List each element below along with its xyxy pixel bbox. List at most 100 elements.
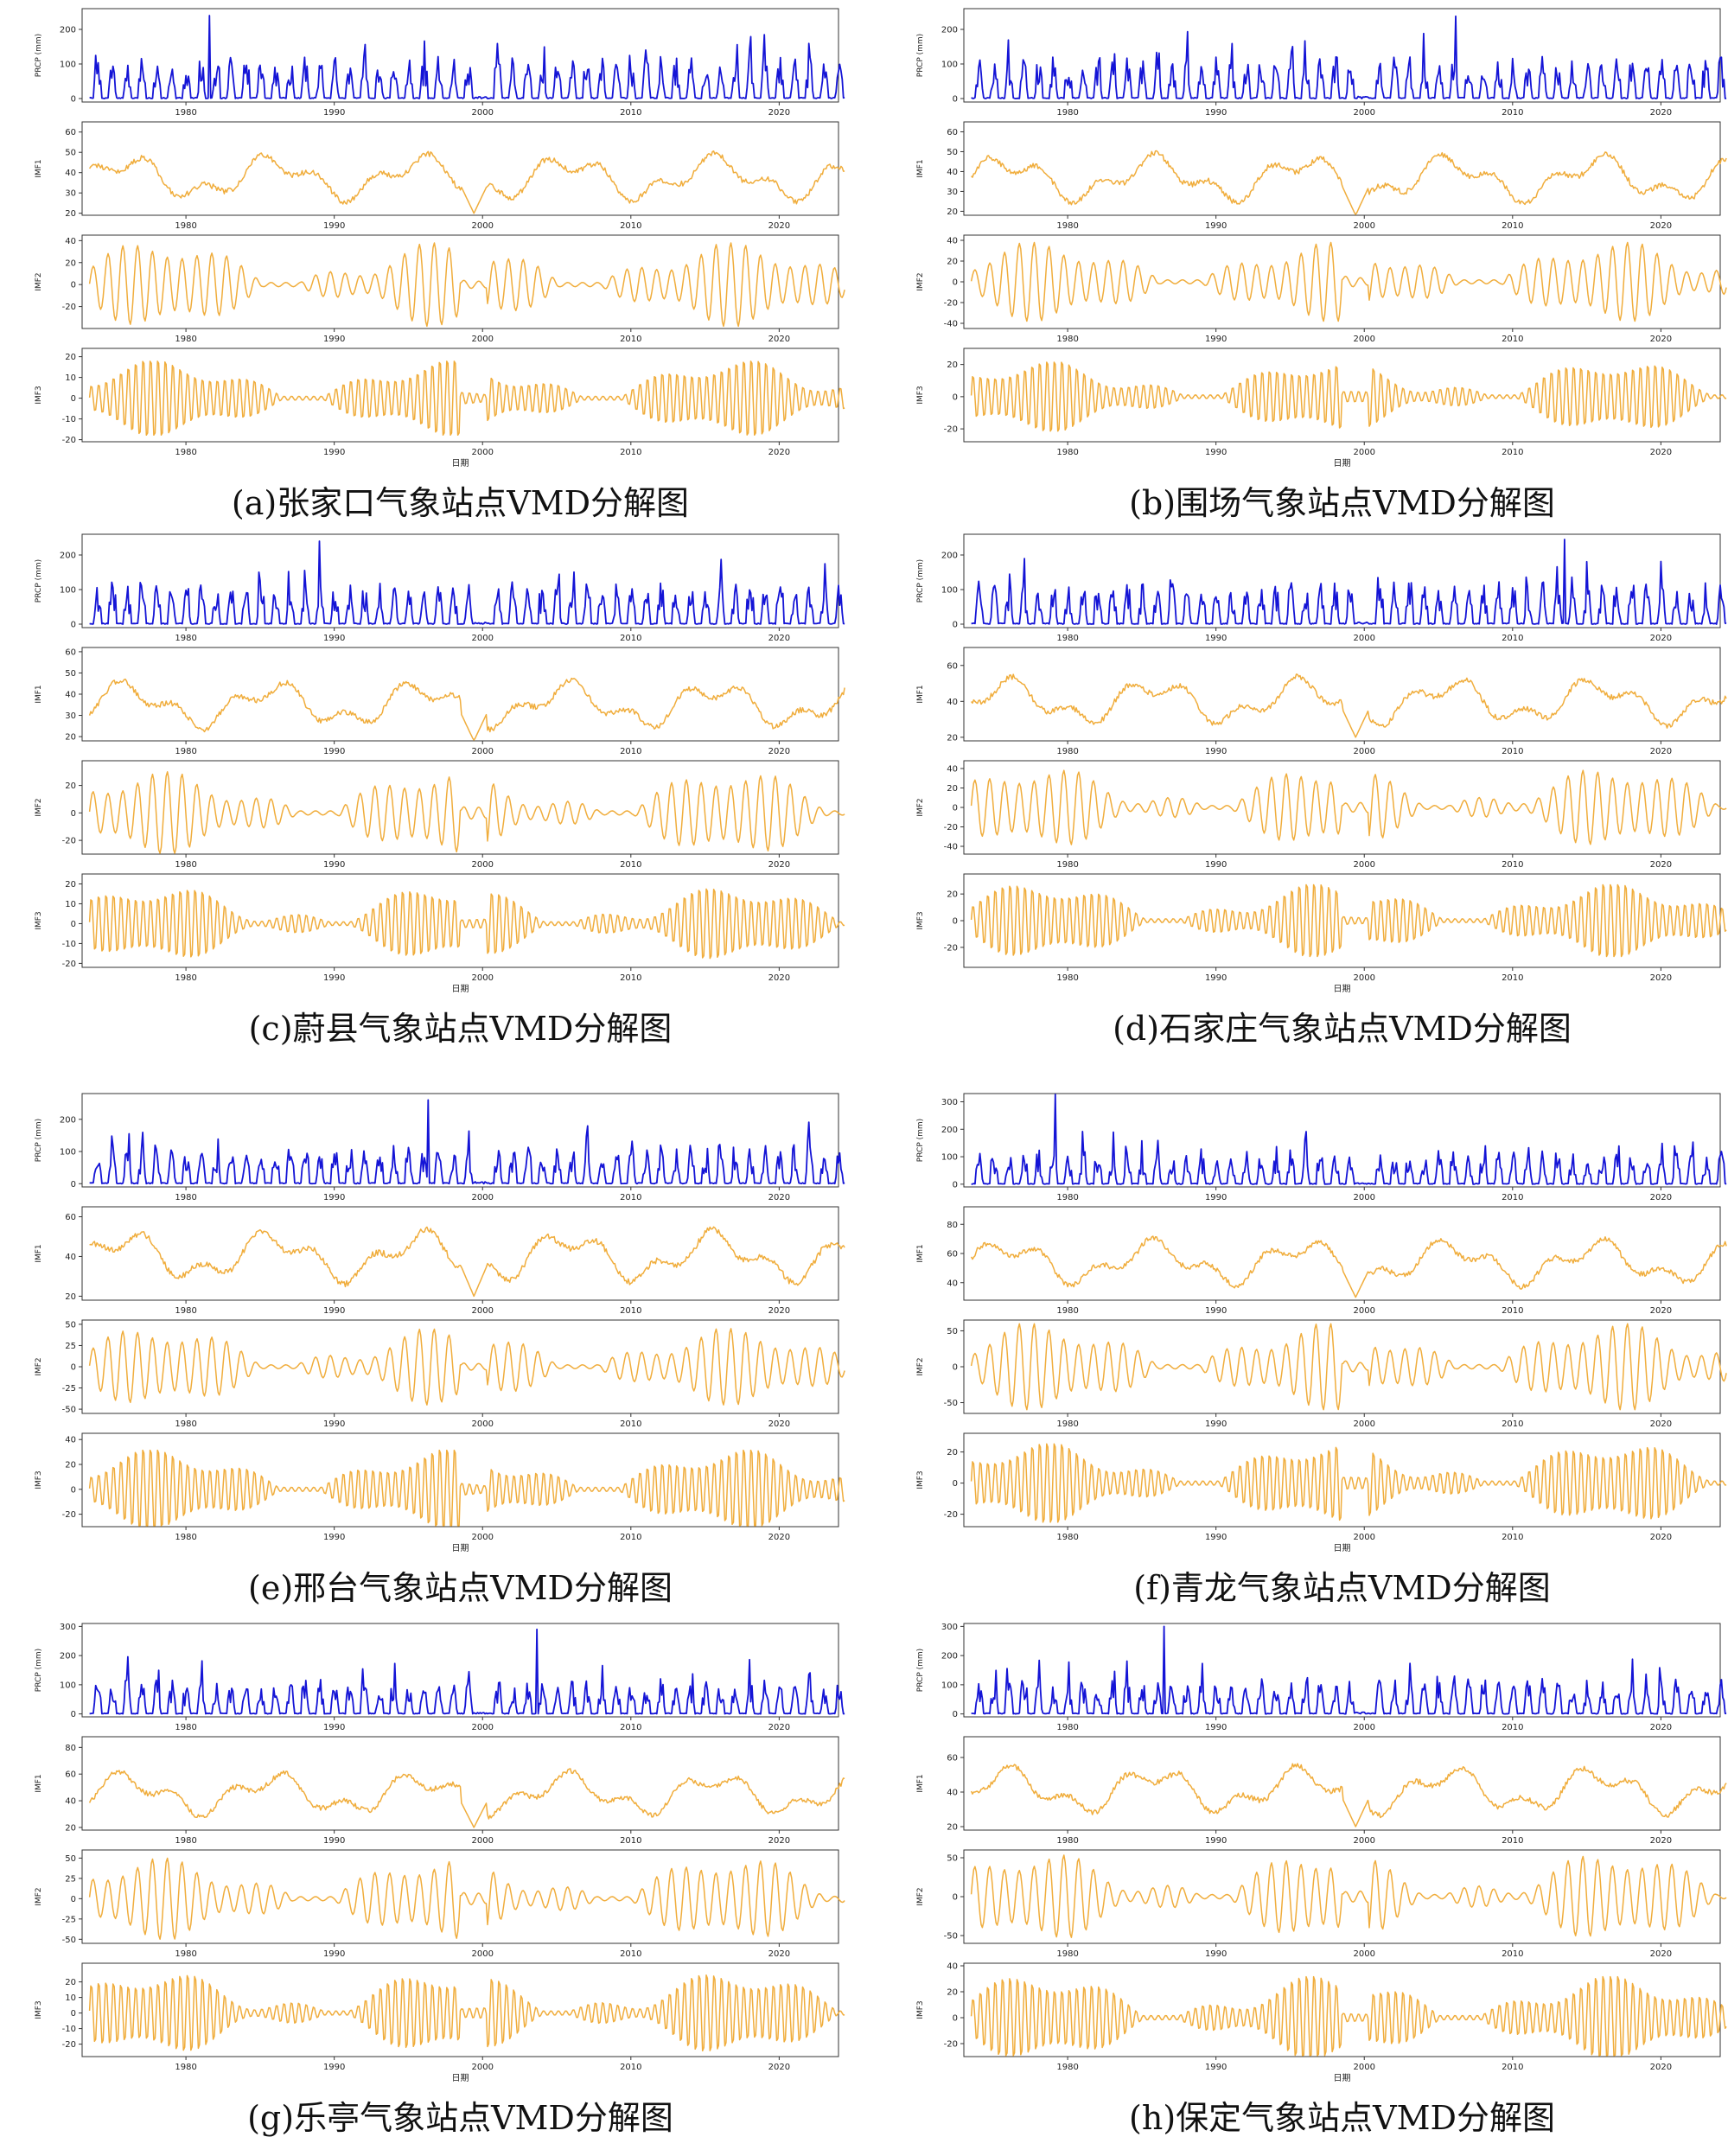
imf1-line [89, 1226, 845, 1298]
x-tick-label: 1980 [1056, 1836, 1078, 1846]
x-tick-label: 2010 [620, 634, 641, 643]
y-tick-label: -50 [944, 1932, 958, 1942]
x-tick-label: 1990 [323, 747, 345, 756]
x-tick-label: 2010 [620, 973, 641, 983]
panel-caption: (f)青龙气象站点VMD分解图 [1133, 1569, 1551, 1607]
subplot-imf2: -50 0 50 1980 1990 2000 2010 2020 IMF2 [916, 1319, 1727, 1429]
y-tick-label: 20 [947, 784, 958, 794]
y-tick-label: 0 [953, 1710, 958, 1719]
y-tick-label: 200 [60, 1652, 76, 1662]
x-tick-label: 2010 [620, 108, 641, 118]
imf1-line [970, 1763, 1727, 1827]
y-tick-label: 30 [65, 711, 76, 721]
y-tick-label: -20 [62, 2040, 76, 2050]
y-axis-label: IMF2 [916, 1357, 925, 1375]
y-axis-label: IMF1 [916, 1774, 925, 1792]
subplot-imf1: 20 40 60 1980 1990 2000 2010 2020 IMF1 [35, 1206, 845, 1316]
x-tick-label: 2000 [472, 2063, 494, 2072]
subplot-imf2: -50 0 50 1980 1990 2000 2010 2020 IMF2 [916, 1849, 1727, 1959]
x-tick-label: 1990 [1205, 1419, 1227, 1429]
x-tick-label: 2020 [768, 448, 790, 457]
y-tick-label: 200 [941, 1126, 958, 1135]
x-tick-label: 1980 [175, 2063, 196, 2072]
y-tick-label: 40 [65, 237, 76, 246]
y-axis-label: IMF1 [916, 685, 925, 703]
x-tick-label: 2020 [768, 1306, 790, 1316]
x-tick-label: 1990 [1205, 1533, 1227, 1542]
y-tick-label: 20 [65, 209, 76, 219]
x-tick-label: 2020 [768, 1723, 790, 1732]
y-tick-label: 0 [71, 621, 76, 630]
x-tick-label: 1980 [175, 448, 196, 457]
x-tick-label: 2020 [1650, 448, 1672, 457]
x-tick-label: 2020 [1650, 1723, 1672, 1732]
y-tick-label: 30 [65, 189, 76, 199]
imf1-line [971, 150, 1727, 215]
y-tick-label: 300 [60, 1623, 76, 1632]
imf3-line [970, 361, 1727, 432]
x-tick-label: 2000 [1354, 1836, 1375, 1846]
y-tick-label: 25 [65, 1342, 76, 1351]
axes-frame [963, 533, 1721, 628]
y-tick-label: 20 [947, 1448, 958, 1458]
subplot-imf1: 20 30 40 50 60 1980 1990 2000 2010 2020 IMF1 [916, 121, 1727, 231]
subplot-imf1: 40 60 80 1980 1990 2000 2010 2020 IMF1 [916, 1206, 1727, 1316]
x-tick-label: 2020 [1650, 860, 1672, 870]
x-tick-label: 2000 [1354, 1419, 1375, 1429]
y-tick-label: 40 [65, 169, 76, 178]
x-tick-label: 1990 [1205, 973, 1227, 983]
y-tick-label: -20 [62, 436, 76, 445]
y-tick-label: 100 [60, 586, 76, 596]
x-axis-label: 日期 [452, 984, 469, 994]
y-tick-label: 80 [947, 1221, 958, 1230]
y-tick-label: 40 [65, 1253, 76, 1262]
y-tick-label: 20 [65, 880, 76, 890]
y-tick-label: -40 [944, 843, 958, 852]
x-tick-label: 1980 [1056, 860, 1078, 870]
y-tick-label: 300 [941, 1098, 958, 1107]
y-axis-label: IMF1 [35, 1774, 43, 1792]
x-tick-label: 1980 [175, 634, 196, 643]
y-tick-label: 40 [65, 1436, 76, 1445]
x-tick-label: 2000 [1354, 634, 1375, 643]
y-tick-label: 50 [65, 1854, 76, 1864]
subplot-imf2: -40 -20 0 20 40 1980 1990 2000 2010 2020 IMF2 [916, 760, 1727, 870]
x-tick-label: 2000 [1354, 1306, 1375, 1316]
y-tick-label: 40 [947, 698, 958, 707]
x-tick-label: 2020 [1650, 1836, 1672, 1846]
y-axis-label: PRCP (mm) [916, 34, 925, 77]
y-tick-label: 60 [947, 1754, 958, 1764]
x-tick-label: 1980 [1056, 1193, 1078, 1202]
x-tick-label: 2020 [768, 2063, 790, 2072]
imf1-line [88, 1768, 845, 1828]
x-tick-label: 2020 [768, 634, 790, 643]
subplot-imf1: 20 30 40 50 60 1980 1990 2000 2010 2020 IMF1 [35, 647, 845, 756]
y-tick-label: 20 [65, 353, 76, 362]
axes-frame [963, 1962, 1721, 2057]
y-axis-label: IMF3 [916, 1470, 925, 1489]
subplot-imf1: 20 30 40 50 60 1980 1990 2000 2010 2020 IMF1 [35, 121, 845, 231]
x-tick-label: 1980 [175, 1949, 196, 1959]
axes-frame [81, 647, 839, 742]
axes-frame [81, 760, 839, 855]
y-axis-label: IMF3 [916, 911, 925, 929]
x-axis-label: 日期 [452, 2073, 469, 2083]
imf3-line [88, 1449, 845, 1527]
x-tick-label: 2000 [472, 634, 494, 643]
y-tick-label: 40 [947, 765, 958, 775]
x-tick-label: 1990 [323, 860, 345, 870]
x-tick-label: 2020 [768, 1533, 790, 1542]
y-axis-label: IMF3 [35, 386, 43, 404]
y-tick-label: 20 [65, 733, 76, 743]
imf2-line [88, 1857, 845, 1940]
imf2-line [970, 1323, 1727, 1411]
y-tick-label: 200 [60, 26, 76, 35]
y-tick-label: 20 [947, 1823, 958, 1833]
subplot-imf3: -20 -10 0 10 20 1980 1990 2000 2010 2020 IMF3 [35, 1962, 845, 2072]
x-tick-label: 1990 [323, 1533, 345, 1542]
axes-frame [963, 1093, 1721, 1188]
subplot-prcp: 0 100 200 300 1980 1990 2000 2010 2020 PRCP (mm) [35, 1623, 845, 1732]
x-tick-label: 1980 [175, 1836, 196, 1846]
y-tick-label: 60 [947, 661, 958, 671]
